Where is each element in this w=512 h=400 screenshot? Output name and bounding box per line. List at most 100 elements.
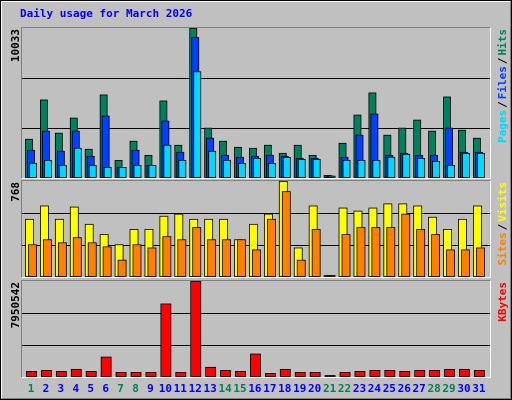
bar [160,303,172,377]
bar [235,371,246,377]
bar [115,372,127,377]
bar [399,371,411,377]
x-tick-label: 14 [218,382,232,395]
bar [446,249,455,277]
bar [461,249,470,277]
x-tick-label: 27 [413,382,426,395]
x-tick-label: 5 [87,382,94,395]
bar [429,369,441,377]
bar [118,167,127,178]
bar [222,239,231,277]
bar [417,157,426,178]
x-tick-label: 28 [427,382,440,395]
bar [29,163,37,178]
bar [145,372,157,377]
x-tick-label: 16 [248,382,262,395]
bar [473,369,485,377]
bar [238,163,246,178]
bar [192,227,202,277]
bar [190,281,202,377]
bar [281,191,291,277]
bar [87,242,97,277]
bar [205,366,217,377]
x-tick-label: 29 [442,382,455,395]
bar [432,160,441,178]
bar [357,159,366,178]
bar [462,152,470,178]
x-tick-label: 18 [278,382,291,395]
legend-entry: KBytes [496,282,509,322]
bar [341,234,351,277]
bar [386,227,396,277]
bar [369,369,381,377]
x-tick-label: 13 [204,382,217,395]
bar [193,71,202,178]
panel-bevel [21,180,491,278]
bar [163,144,172,178]
bar [326,275,336,277]
bar [88,165,97,178]
bar [371,227,381,277]
bar [177,239,187,277]
bar [252,249,261,277]
panel-bevel [21,27,491,179]
bar [117,259,127,277]
bar [43,239,52,277]
bar [387,156,396,178]
bar [44,159,52,178]
bar [207,239,217,277]
panel-bevel [21,280,491,378]
legend-separator: / [496,57,509,64]
bar [476,152,485,178]
bar [72,237,82,277]
legend-separator: / [496,101,509,108]
bar [133,165,142,178]
bar [250,353,261,377]
x-tick-label: 11 [174,382,188,395]
x-tick-label: 23 [353,382,366,395]
legend: Sites /Visits [496,182,509,266]
bar [132,244,142,277]
bar [147,247,157,277]
legend-entry: Pages [496,110,509,143]
bar [102,246,112,277]
bar [103,167,112,178]
x-tick-label: 6 [102,382,109,395]
x-tick-label: 10 [159,382,172,395]
x-tick-label: 22 [338,382,351,395]
bar [311,229,321,277]
y-tick-label: 10033 [9,29,22,62]
bar [356,227,366,277]
bar [431,234,441,277]
bar [309,372,321,377]
bar [296,259,306,277]
bar [401,213,411,277]
x-tick-label: 30 [457,382,470,395]
bar [444,368,455,377]
bar [312,158,321,178]
bar [402,153,411,178]
bar [354,371,366,377]
y-tick-label: 768 [9,182,22,202]
bar [294,372,306,377]
bar [28,244,37,277]
x-tick-label: 15 [233,382,246,395]
x-tick-label: 20 [308,382,321,395]
bar [57,242,67,277]
bar [264,373,276,377]
legend-separator: / [496,223,509,230]
bar [175,372,187,377]
x-tick-label: 17 [263,382,276,395]
bar [178,159,187,178]
bar [73,147,82,178]
x-tick-label: 12 [189,382,202,395]
bar [148,165,157,178]
chart-title: Daily usage for March 2026 [20,7,193,20]
x-tick-label: 21 [323,382,337,395]
bar [279,368,291,377]
legend: KBytes [496,282,509,322]
legend-entry: Hits [496,29,509,56]
x-tick-label: 26 [398,382,412,395]
